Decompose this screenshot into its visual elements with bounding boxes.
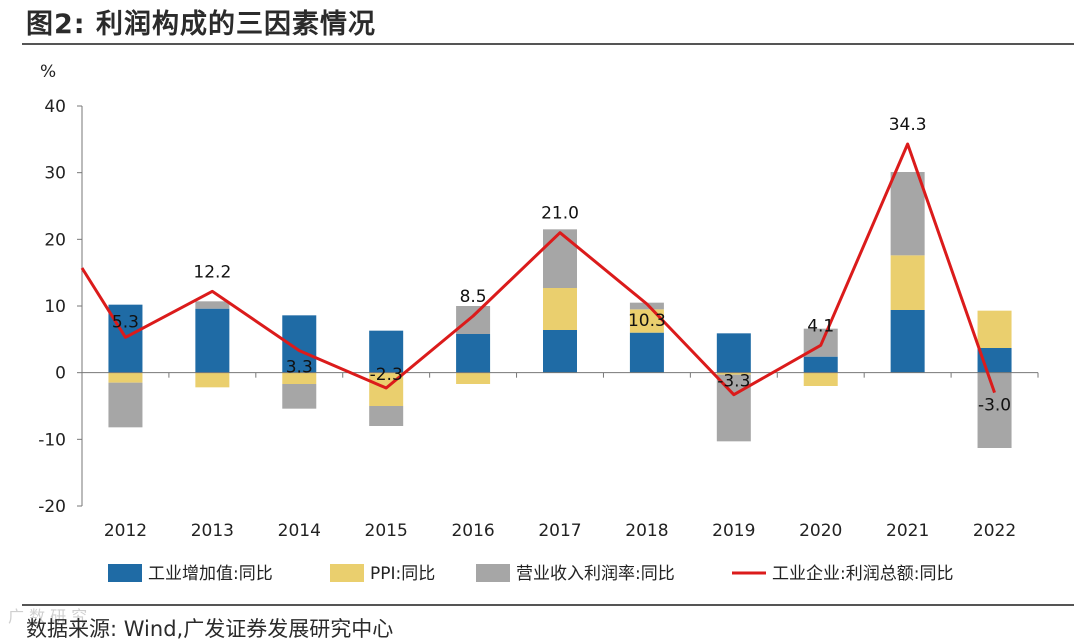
data-label: 5.3 — [112, 312, 139, 332]
top-rule — [22, 43, 1074, 45]
legend-swatch — [330, 564, 364, 582]
bar-segment — [282, 384, 317, 409]
bar-segment — [369, 330, 404, 373]
bar-segment — [977, 372, 1012, 448]
bar-segment — [890, 310, 925, 373]
data-label: 34.3 — [889, 115, 927, 135]
y-tick-label: 10 — [44, 297, 66, 317]
watermark: 广 数 研 究 — [8, 607, 88, 626]
x-tick-label: 2015 — [365, 521, 408, 541]
x-tick-label: 2018 — [625, 521, 668, 541]
legend-label: 工业增加值:同比 — [148, 564, 273, 584]
bar-segment — [716, 333, 751, 373]
stacked-bars — [108, 172, 1012, 448]
x-tick-label: 2020 — [799, 521, 842, 541]
bar-segment — [543, 288, 577, 330]
legend: 工业增加值:同比 PPI:同比 营业收入利润率:同比 工业企业:利润总额:同比 — [108, 564, 953, 584]
y-tick-label: 30 — [44, 164, 66, 184]
y-axis: -20 -10 0 10 20 30 40 — [38, 97, 83, 517]
bar-segment — [977, 310, 1012, 348]
bar-segment — [716, 374, 751, 442]
legend-label: PPI:同比 — [370, 564, 435, 584]
y-tick-label: -20 — [38, 497, 66, 517]
data-label: 10.3 — [628, 311, 666, 331]
figure-title: 图2: 利润构成的三因素情况 — [26, 9, 376, 40]
x-tick-label: 2016 — [451, 521, 494, 541]
data-label: -2.3 — [370, 365, 403, 385]
bar-segment — [456, 372, 491, 384]
bar-segment — [716, 372, 751, 375]
bar-segment — [543, 229, 577, 288]
bar-segment — [108, 372, 143, 383]
data-label: 12.2 — [193, 262, 231, 282]
bottom-rule — [22, 604, 1074, 606]
bar-segment — [629, 332, 664, 373]
bar-segment — [629, 309, 664, 333]
source-note: 数据来源: Wind,广发证券发展研究中心 — [26, 617, 394, 641]
y-tick-label: 20 — [44, 230, 66, 250]
bar-segment — [369, 406, 404, 426]
y-tick-label: -10 — [38, 430, 66, 450]
bar-segment — [890, 255, 925, 310]
x-tick-label: 2021 — [886, 521, 929, 541]
data-label: 4.1 — [807, 316, 834, 336]
legend-label: 工业企业:利润总额:同比 — [772, 564, 953, 584]
data-label: 8.5 — [460, 287, 487, 307]
bar-segment — [108, 382, 143, 428]
x-tick-labels: 2012 2013 2014 2015 2016 2017 2018 2019 2020 2021… — [104, 521, 1016, 541]
data-label: -3.0 — [978, 396, 1011, 416]
y-unit-label: % — [40, 62, 56, 82]
bar-segment — [195, 308, 230, 373]
bar-segment — [456, 306, 491, 334]
x-tick-label: 2014 — [278, 521, 321, 541]
legend-swatch — [108, 564, 142, 582]
y-tick-label: 0 — [55, 364, 66, 384]
x-tick-label: 2017 — [538, 521, 581, 541]
x-tick-label: 2012 — [104, 521, 147, 541]
x-tick-label: 2013 — [191, 521, 234, 541]
data-labels: 5.3 12.2 3.3 -2.3 8.5 21.0 10.3 -3.3 4.1 34.3 -3.0 — [112, 115, 1011, 416]
bar-segment — [456, 334, 491, 373]
bar-segment — [803, 356, 838, 373]
bar-segment — [195, 301, 230, 309]
x-tick-label: 2022 — [973, 521, 1016, 541]
data-label: 21.0 — [541, 204, 579, 224]
profit-line — [80, 142, 996, 397]
x-tick-label: 2019 — [712, 521, 755, 541]
bar-segment — [803, 372, 838, 386]
bar-segment — [543, 330, 577, 373]
profit-line-series — [80, 142, 996, 397]
data-label: -3.3 — [717, 372, 750, 392]
legend-swatch — [476, 564, 510, 582]
bar-segment — [195, 372, 230, 388]
y-tick-label: 40 — [44, 97, 66, 117]
x-axis — [81, 372, 1039, 378]
bar-segment — [890, 172, 925, 256]
bar-segment — [282, 372, 317, 384]
data-label: 3.3 — [286, 358, 313, 378]
legend-label: 营业收入利润率:同比 — [516, 564, 675, 584]
